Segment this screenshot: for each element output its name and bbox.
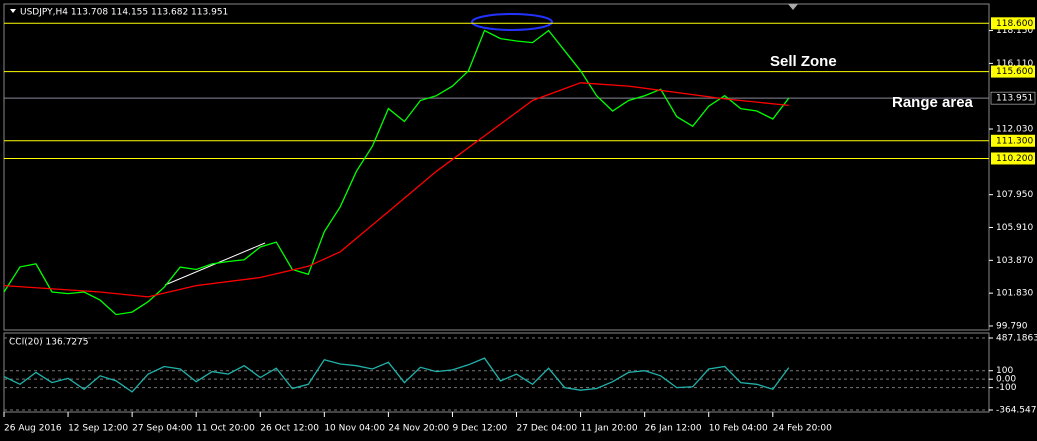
level-label: 118.600	[996, 19, 1033, 29]
y-tick-label: 99.790	[996, 321, 1028, 331]
y-tick-label: 100	[996, 366, 1013, 376]
y-tick-label: 0.00	[996, 375, 1016, 385]
y-tick-label: 116.110	[996, 59, 1033, 69]
y-tick-label: 118.150	[996, 26, 1033, 36]
price-line	[3, 357, 790, 393]
shift-marker	[788, 4, 798, 10]
y-tick-label: 101.830	[996, 289, 1033, 299]
menu-arrow[interactable]	[10, 9, 16, 13]
x-tick-label: 10 Nov 04:00	[324, 424, 385, 434]
x-tick-label: 26 Oct 12:00	[260, 424, 319, 434]
x-tick-label: 11 Oct 20:00	[196, 424, 255, 434]
price-line	[3, 82, 789, 298]
level-label-bg	[991, 152, 1035, 165]
cci-panel	[3, 332, 990, 413]
main-panel	[3, 3, 990, 331]
y-tick-label: 103.870	[996, 256, 1033, 266]
y-tick-label: -100	[996, 383, 1017, 393]
x-tick-label: 27 Sep 04:00	[132, 424, 192, 434]
y-tick-label: 487.1863	[996, 334, 1037, 344]
x-tick-label: 9 Dec 12:00	[452, 424, 507, 434]
current-price-label: 113.951	[996, 94, 1033, 104]
y-tick-label: -364.5479	[996, 406, 1037, 416]
current-price-bg	[990, 91, 1036, 105]
x-tick-label: 24 Feb 20:00	[773, 424, 832, 434]
chart-header: USDJPY,H4 113.708 114.155 113.682 113.95…	[20, 8, 228, 18]
highlight-ellipse	[471, 13, 553, 31]
cci-header: CCI(20) 136.7275	[9, 338, 89, 348]
x-tick-label: 10 Feb 04:00	[709, 424, 768, 434]
x-tick-label: 26 Aug 2016	[4, 424, 62, 434]
x-tick-label: 11 Jan 20:00	[581, 424, 638, 434]
price-line	[3, 29, 790, 316]
level-label: 111.300	[996, 136, 1033, 146]
x-tick-label: 24 Nov 20:00	[388, 424, 449, 434]
level-label-bg	[991, 134, 1035, 147]
level-label-bg	[991, 65, 1035, 78]
y-tick-label: 105.910	[996, 223, 1033, 233]
level-label: 110.200	[996, 154, 1033, 164]
x-tick-label: 27 Dec 04:00	[517, 424, 578, 434]
y-tick-label: 107.950	[996, 190, 1033, 200]
y-tick-label: 112.030	[996, 125, 1033, 135]
level-label-bg	[991, 17, 1035, 30]
level-label: 115.600	[996, 67, 1033, 77]
annotation: Range area	[892, 94, 974, 111]
x-tick-label: 12 Sep 12:00	[68, 424, 128, 434]
annotation: Sell Zone	[770, 53, 837, 70]
x-tick-label: 26 Jan 12:00	[645, 424, 702, 434]
